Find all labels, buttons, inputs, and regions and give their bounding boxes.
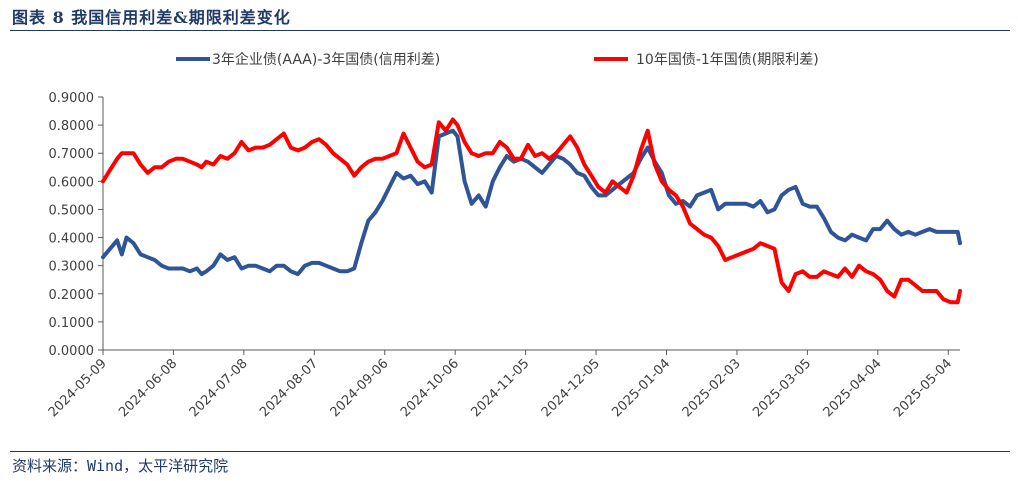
series-line-2 (101, 117, 962, 305)
x-tick-label: 2024-06-08 (116, 356, 180, 420)
legend-label-2: 10年国债-1年国债(期限利差) (636, 52, 819, 68)
y-axis: 0.0000 0.1000 0.2000 0.3000 0.4000 0.5000 0.60… (49, 91, 104, 359)
x-tick-label: 2025-04-04 (821, 356, 885, 420)
x-tick-label: 2024-08-07 (257, 356, 321, 420)
plot-area (101, 117, 962, 305)
x-tick-label: 2025-01-04 (609, 356, 673, 420)
y-tick-label: 0.8000 (49, 119, 95, 134)
bottom-rule (10, 451, 1010, 452)
x-tick-label: 2024-07-08 (187, 356, 251, 420)
y-tick-label: 0.0000 (49, 344, 95, 359)
top-rule (10, 30, 1010, 31)
y-tick-label: 0.3000 (49, 260, 95, 275)
y-tick-label: 0.4000 (49, 232, 95, 247)
x-axis: 2024-05-09 2024-06-08 2024-07-08 2024-08-07… (46, 349, 960, 420)
y-tick-label: 0.2000 (49, 288, 95, 303)
x-tick-label: 2025-05-04 (891, 356, 955, 420)
x-tick-label: 2025-02-03 (680, 356, 744, 420)
y-tick-label: 0.1000 (49, 316, 95, 331)
x-tick-label: 2024-12-05 (539, 356, 603, 420)
figure-title: 图表 8 我国信用利差&期限利差变化 (12, 8, 291, 27)
source-note: 资料来源：Wind，太平洋研究院 (12, 457, 229, 475)
legend-label-1: 3年企业债(AAA)-3年国债(信用利差) (212, 51, 440, 68)
x-tick-label: 2024-05-09 (46, 356, 110, 420)
series-line-1 (101, 128, 962, 277)
x-tick-label: 2024-11-05 (468, 356, 532, 420)
x-tick-label: 2024-09-06 (328, 356, 392, 420)
y-tick-label: 0.6000 (49, 175, 95, 190)
legend: 3年企业债(AAA)-3年国债(信用利差) 10年国债-1年国债(期限利差) (176, 51, 819, 68)
x-tick-label: 2025-03-05 (750, 356, 814, 420)
y-tick-label: 0.7000 (49, 147, 95, 162)
y-tick-label: 0.5000 (49, 203, 95, 218)
y-tick-label: 0.9000 (49, 91, 95, 106)
x-tick-label: 2024-10-06 (398, 356, 462, 420)
